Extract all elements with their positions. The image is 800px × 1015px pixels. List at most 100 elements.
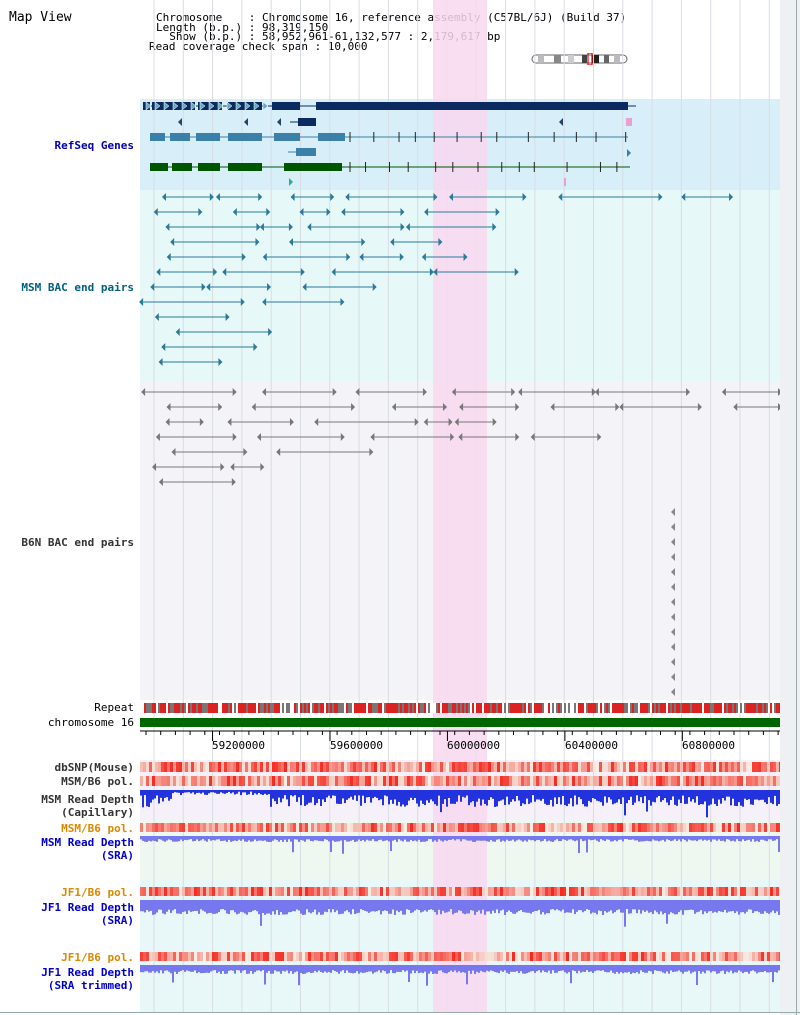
dbsnp-cell bbox=[413, 762, 416, 772]
jf1-trimmed-depth-bar bbox=[368, 965, 370, 972]
jf1-b6-pol-trimmed-cell bbox=[530, 952, 533, 961]
refseq-genes-label[interactable]: RefSeq Genes bbox=[54, 139, 134, 152]
msm-read-depth-sra-label[interactable]: MSM Read Depth (SRA) bbox=[41, 836, 134, 862]
jf1-b6-pol-cell bbox=[503, 887, 506, 896]
jf1-b6-pol-cell bbox=[746, 887, 749, 896]
jf1-trimmed-depth-bar bbox=[776, 965, 778, 973]
msm-sra-depth-bar bbox=[328, 836, 330, 842]
msm-b6-pol-cell bbox=[515, 776, 518, 786]
chromosome-ideogram[interactable] bbox=[530, 53, 630, 65]
repeat-feature bbox=[762, 703, 764, 713]
repeat-feature bbox=[698, 703, 700, 713]
jf1-b6-pol-cell bbox=[527, 887, 530, 896]
jf1-trimmed-depth-bar bbox=[586, 965, 588, 971]
dbsnp-cell bbox=[287, 762, 290, 772]
b6n-bac-pair-end bbox=[492, 418, 497, 426]
jf1-b6-pol-trimmed-cell bbox=[281, 952, 284, 961]
msm-read-depth-capillary-label[interactable]: MSM Read Depth (Capillary) bbox=[41, 793, 134, 819]
jf1-trimmed-depth-bar bbox=[474, 965, 476, 974]
msm-capillary-depth-bar bbox=[268, 790, 270, 795]
dbsnp-cell bbox=[419, 762, 422, 772]
msm-b6-pol-cell bbox=[626, 776, 629, 786]
msm-b6-pol-cell bbox=[491, 776, 494, 786]
jf1-sra-depth-bar bbox=[450, 900, 452, 910]
msm-capillary-depth-bar bbox=[318, 790, 320, 799]
jf1-sra-depth-bar bbox=[420, 900, 422, 913]
jf1-b6-pol-trimmed-cell bbox=[674, 952, 677, 961]
msm-b6-pol-cell bbox=[725, 776, 728, 786]
msm-sra-depth-bar bbox=[538, 836, 540, 840]
msm-capillary-depth-bar bbox=[338, 790, 340, 804]
repeat-feature bbox=[640, 703, 642, 713]
msm-capillary-depth-bar bbox=[560, 790, 562, 805]
msm-capillary-depth-bar bbox=[696, 790, 698, 797]
jf1-b6-pol-cell bbox=[659, 887, 662, 896]
jf1-b6-pol-trimmed-label[interactable]: JF1/B6 pol. bbox=[61, 951, 134, 964]
msm-b6-pol-cell bbox=[533, 776, 536, 786]
jf1-b6-pol-trimmed-cell bbox=[389, 952, 392, 961]
dbsnp-label[interactable]: dbSNP(Mouse) bbox=[54, 761, 134, 774]
jf1-read-depth-trimmed-label[interactable]: JF1 Read Depth (SRA trimmed) bbox=[41, 966, 134, 992]
gene-arrow-marker bbox=[190, 101, 197, 111]
repeat-feature bbox=[648, 703, 650, 713]
msm-bac-label[interactable]: MSM BAC end pairs bbox=[21, 281, 134, 294]
jf1-sra-depth-bar bbox=[150, 900, 152, 911]
msm-sra-depth-bar bbox=[500, 836, 502, 842]
msm-b6-pol-sra-cell bbox=[689, 823, 692, 832]
msm-bac-pair-end bbox=[262, 298, 267, 306]
repeat-feature bbox=[776, 703, 778, 713]
repeat-feature bbox=[150, 703, 152, 713]
msm-capillary-depth-bar bbox=[388, 790, 390, 805]
msm-capillary-depth-bar bbox=[342, 790, 344, 799]
msm-capillary-depth-bar bbox=[292, 790, 294, 797]
dbsnp-cell bbox=[674, 762, 677, 772]
jf1-trimmed-depth-bar bbox=[264, 965, 266, 985]
msm-bac-pair-end bbox=[156, 268, 161, 276]
jf1-sra-depth-bar bbox=[436, 900, 438, 915]
dbsnp-cell bbox=[293, 762, 296, 772]
jf1-b6-pol-cell bbox=[722, 887, 725, 896]
dbsnp-cell bbox=[461, 762, 464, 772]
msm-sra-depth-bar bbox=[528, 836, 530, 840]
msm-b6-pol-sra-cell bbox=[425, 823, 428, 832]
jf1-sra-depth-bar bbox=[712, 900, 714, 913]
b6n-bac-label[interactable]: B6N BAC end pairs bbox=[21, 536, 134, 549]
msm-sra-depth-bar bbox=[230, 836, 232, 842]
jf1-b6-pol-label[interactable]: JF1/B6 pol. bbox=[61, 886, 134, 899]
repeat-feature bbox=[572, 703, 574, 713]
msm-b6-pol-cell bbox=[341, 776, 344, 786]
msm-b6-pol-sra-cell bbox=[482, 823, 485, 832]
msm-capillary-depth-bar bbox=[424, 790, 426, 806]
b6n-bac-pair-end bbox=[671, 658, 675, 666]
repeat-feature bbox=[628, 703, 630, 713]
msm-sra-depth-bar bbox=[358, 836, 360, 840]
msm-bac-pair-end bbox=[449, 193, 454, 201]
jf1-b6-pol-trimmed-cell bbox=[395, 952, 398, 961]
jf1-sra-depth-bar bbox=[398, 900, 400, 913]
jf1-sra-depth-bar bbox=[256, 900, 258, 912]
dbsnp-cell bbox=[770, 762, 773, 772]
jf1-sra-depth-bar bbox=[770, 900, 772, 913]
repeat-feature bbox=[696, 703, 698, 713]
dbsnp-cell bbox=[680, 762, 683, 772]
dbsnp-cell bbox=[224, 762, 227, 772]
msm-capillary-depth-bar bbox=[606, 790, 608, 803]
msm-b6-pol-sra-label[interactable]: MSM/B6 pol. bbox=[61, 822, 134, 835]
msm-sra-depth-bar bbox=[762, 836, 764, 840]
msm-sra-depth-bar bbox=[342, 836, 344, 854]
jf1-b6-pol-trimmed-cell bbox=[473, 952, 476, 961]
msm-capillary-depth-bar bbox=[622, 790, 624, 798]
jf1-b6-pol-trimmed-cell bbox=[554, 952, 557, 961]
msm-b6-pol-cell bbox=[305, 776, 308, 786]
msm-capillary-depth-bar bbox=[456, 790, 458, 802]
jf1-trimmed-depth-bar bbox=[626, 965, 628, 973]
jf1-read-depth-sra-label[interactable]: JF1 Read Depth (SRA) bbox=[41, 901, 134, 927]
msm-b6-pol-label[interactable]: MSM/B6 pol. bbox=[61, 775, 134, 788]
jf1-sra-depth-bar bbox=[332, 900, 334, 910]
jf1-sra-depth-bar bbox=[454, 900, 456, 913]
msm-capillary-depth-bar bbox=[542, 790, 544, 799]
msm-sra-depth-bar bbox=[566, 836, 568, 841]
repeat-feature bbox=[604, 703, 606, 713]
msm-b6-pol-sra-cell bbox=[470, 823, 473, 832]
